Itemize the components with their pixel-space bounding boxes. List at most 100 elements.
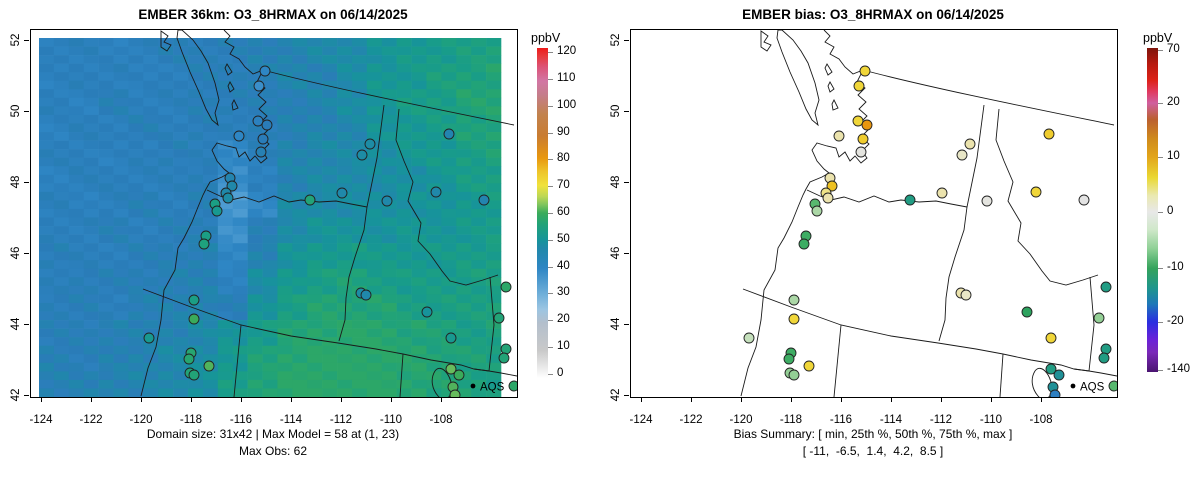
station-dot bbox=[261, 119, 273, 131]
raster-cell bbox=[188, 354, 204, 364]
raster-cell bbox=[53, 46, 70, 56]
raster-cell bbox=[411, 97, 427, 107]
raster-cell bbox=[411, 354, 427, 364]
raster-cell bbox=[292, 157, 308, 167]
raster-cell bbox=[486, 277, 502, 287]
raster-cell bbox=[351, 268, 368, 278]
raster-cell bbox=[471, 157, 487, 167]
raster-cell bbox=[128, 345, 144, 355]
raster-cell bbox=[232, 38, 248, 47]
raster-cell bbox=[471, 191, 487, 201]
raster-cell bbox=[39, 46, 55, 56]
raster-cell bbox=[426, 285, 442, 295]
raster-cell bbox=[217, 226, 234, 235]
raster-cell bbox=[128, 157, 144, 167]
raster-cell bbox=[53, 63, 70, 73]
raster-cell bbox=[39, 191, 55, 201]
raster-cell bbox=[68, 46, 85, 56]
raster-cell bbox=[381, 46, 397, 56]
raster-cell bbox=[53, 294, 70, 304]
raster-cell bbox=[247, 345, 263, 355]
raster-cell bbox=[217, 89, 234, 99]
raster-cell bbox=[441, 285, 457, 295]
raster-cell bbox=[292, 55, 308, 64]
raster-cell bbox=[98, 234, 114, 244]
raster-cell bbox=[39, 234, 55, 244]
raster-cell bbox=[322, 234, 338, 244]
raster-cell bbox=[426, 55, 442, 64]
raster-cell bbox=[158, 217, 174, 227]
raster-cell bbox=[128, 38, 144, 47]
raster-cell bbox=[262, 379, 278, 389]
raster-cell bbox=[337, 285, 353, 295]
colorbar-tick-label: 20 bbox=[557, 313, 570, 325]
raster-cell bbox=[381, 157, 397, 167]
station-dot bbox=[1045, 363, 1057, 375]
raster-cell bbox=[351, 123, 368, 133]
raster-cell bbox=[396, 328, 412, 338]
raster-cell bbox=[202, 46, 219, 56]
raster-cell bbox=[217, 251, 234, 261]
raster-cell bbox=[83, 46, 99, 56]
raster-cell bbox=[158, 97, 174, 107]
station-dot bbox=[981, 195, 993, 207]
border-line bbox=[233, 324, 242, 397]
raster-cell bbox=[262, 354, 278, 364]
y-axis-tick-label: 52 bbox=[10, 33, 22, 47]
raster-cell bbox=[68, 72, 85, 82]
station-dot bbox=[1098, 352, 1110, 364]
raster-cell bbox=[68, 55, 85, 64]
raster-cell bbox=[39, 55, 55, 64]
raster-cell bbox=[68, 38, 85, 47]
raster-cell bbox=[39, 89, 55, 99]
x-axis-tick-label: -124 bbox=[629, 414, 653, 426]
raster-cell bbox=[337, 89, 353, 99]
raster-cell bbox=[396, 354, 412, 364]
raster-cell bbox=[277, 174, 293, 184]
raster-cell bbox=[39, 311, 55, 321]
raster-cell bbox=[98, 294, 114, 304]
raster-cell bbox=[441, 294, 457, 304]
raster-cell bbox=[173, 157, 189, 167]
raster-cell bbox=[366, 345, 383, 355]
coastline bbox=[740, 30, 870, 397]
raster-cell bbox=[39, 106, 55, 116]
raster-cell bbox=[39, 388, 55, 397]
raster-cell bbox=[441, 157, 457, 167]
station-dot bbox=[255, 146, 267, 158]
raster-cell bbox=[322, 226, 338, 235]
raster-cell bbox=[39, 140, 55, 150]
y-axis-tick bbox=[624, 182, 629, 183]
x-axis-tick bbox=[141, 397, 142, 402]
raster-cell bbox=[337, 243, 353, 252]
y-axis-tick-label: 42 bbox=[610, 388, 622, 402]
station-dot bbox=[445, 332, 457, 344]
border-line bbox=[1073, 276, 1095, 372]
raster-cell bbox=[441, 46, 457, 56]
station-dot bbox=[188, 369, 200, 381]
raster-cell bbox=[292, 200, 308, 210]
station-dot bbox=[904, 194, 916, 206]
colorbar-tick-label: -20 bbox=[1167, 315, 1184, 327]
raster-cell bbox=[426, 320, 442, 329]
raster-cell bbox=[53, 200, 70, 210]
raster-cell bbox=[322, 217, 338, 227]
raster-cell bbox=[128, 320, 144, 329]
raster-cell bbox=[456, 345, 472, 355]
raster-cell bbox=[232, 354, 248, 364]
raster-cell bbox=[277, 114, 293, 124]
raster-cell bbox=[441, 243, 457, 252]
raster-cell bbox=[202, 285, 219, 295]
raster-cell bbox=[486, 157, 502, 167]
raster-cell bbox=[441, 208, 457, 218]
raster-cell bbox=[322, 97, 338, 107]
raster-cell bbox=[158, 345, 174, 355]
raster-cell bbox=[158, 285, 174, 295]
raster-cell bbox=[113, 311, 129, 321]
raster-cell bbox=[98, 311, 114, 321]
raster-cell bbox=[83, 140, 99, 150]
raster-cell bbox=[456, 149, 472, 158]
y-axis-tick-label: 52 bbox=[610, 33, 622, 47]
raster-cell bbox=[322, 200, 338, 210]
x-axis-tick-label: -114 bbox=[879, 414, 903, 426]
